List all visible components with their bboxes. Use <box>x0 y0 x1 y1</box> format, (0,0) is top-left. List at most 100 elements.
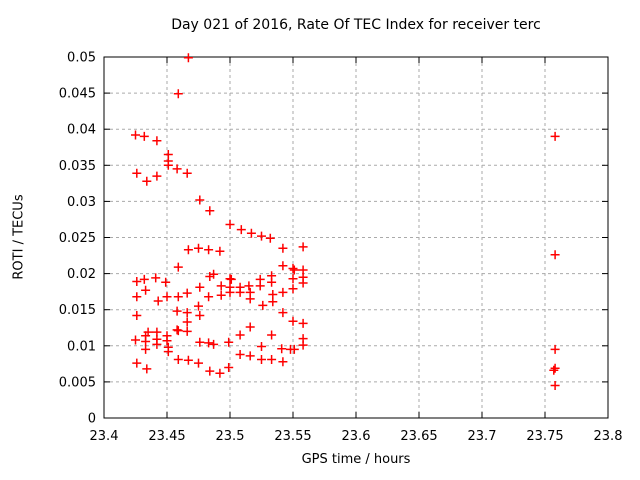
x-tick-label: 23.8 <box>594 429 623 444</box>
data-point-marker <box>216 290 226 300</box>
data-point-marker <box>183 53 193 63</box>
data-point-marker <box>235 350 245 359</box>
data-point-marker <box>172 306 182 316</box>
x-axis-label: GPS time / hours <box>301 452 411 467</box>
data-point-marker <box>151 273 161 283</box>
y-axis-label: ROTI / TECUs <box>11 194 27 280</box>
data-point-marker <box>195 311 205 320</box>
data-point-marker <box>278 243 288 253</box>
data-point-marker <box>257 355 266 364</box>
data-point-marker <box>153 296 163 306</box>
data-point-marker <box>141 344 151 354</box>
data-point-marker <box>235 287 245 297</box>
data-point-marker <box>255 281 265 291</box>
data-point-marker <box>224 363 234 372</box>
data-point-marker <box>267 277 277 287</box>
data-point-marker <box>204 338 214 348</box>
x-tick-label: 23.4 <box>90 429 119 444</box>
data-point-marker <box>205 272 215 281</box>
data-point-marker <box>244 281 254 291</box>
data-point-marker <box>195 195 205 205</box>
data-point-marker <box>204 245 214 255</box>
data-point-marker <box>278 261 288 271</box>
data-point-marker <box>139 131 149 141</box>
data-point-marker <box>215 368 225 378</box>
data-point-marker <box>162 292 172 302</box>
y-tick-label: 0.02 <box>67 267 96 282</box>
data-point-marker <box>173 355 183 364</box>
plot-border <box>103 56 609 419</box>
chart-title: Day 021 of 2016, Rate Of TEC Index for r… <box>171 17 541 33</box>
data-point-marker <box>298 242 308 252</box>
data-point-marker <box>195 337 205 347</box>
data-point-marker <box>183 355 193 365</box>
data-point-marker <box>161 277 171 287</box>
data-point-marker <box>277 344 287 354</box>
x-tick-label: 23.6 <box>342 429 371 444</box>
y-tick-label: 0.04 <box>67 123 96 138</box>
data-point-marker <box>245 294 255 304</box>
data-point-marker <box>298 278 308 288</box>
data-point-marker <box>132 292 142 302</box>
data-point-marker <box>205 366 215 376</box>
data-point-marker <box>288 274 298 284</box>
data-point-marker <box>139 274 149 284</box>
data-point-marker <box>209 339 219 349</box>
data-point-marker <box>549 365 559 375</box>
x-tick-label: 23.65 <box>400 429 437 444</box>
y-tick-label: 0.005 <box>59 375 96 390</box>
data-point-marker <box>152 171 162 181</box>
data-point-marker <box>182 168 192 178</box>
data-point-marker <box>152 339 162 349</box>
data-point-marker <box>278 287 288 297</box>
data-point-marker <box>550 250 560 260</box>
data-point-marker <box>182 317 192 327</box>
data-point-marker <box>267 330 277 340</box>
data-point-marker <box>142 176 152 186</box>
data-point-marker <box>278 357 288 367</box>
data-point-marker <box>132 277 142 286</box>
data-point-marker <box>265 233 275 243</box>
data-point-marker <box>236 225 246 235</box>
data-point-marker <box>141 285 151 295</box>
data-point-marker <box>205 206 215 216</box>
y-tick-label: 0.01 <box>67 339 96 354</box>
x-tick-label: 23.7 <box>468 429 497 444</box>
data-point-marker <box>173 326 183 336</box>
data-point-marker <box>182 326 192 336</box>
data-point-marker <box>225 287 235 297</box>
y-tick-label: 0.045 <box>59 87 96 102</box>
data-point-marker <box>163 347 173 357</box>
x-tick-label: 23.5 <box>216 429 245 444</box>
data-point-marker <box>141 337 151 346</box>
data-point-marker <box>182 288 192 298</box>
data-point-marker <box>550 363 560 373</box>
data-point-marker <box>550 381 560 390</box>
data-point-marker <box>195 282 205 292</box>
data-point-marker <box>258 300 268 310</box>
data-point-marker <box>131 335 140 345</box>
data-point-marker <box>289 265 299 275</box>
data-point-marker <box>132 168 142 178</box>
data-point-marker <box>204 292 214 302</box>
data-point-marker <box>209 269 219 279</box>
data-point-marker <box>288 316 298 326</box>
y-tick-label: 0.025 <box>59 231 96 246</box>
y-tick-label: 0.035 <box>59 159 96 174</box>
data-point-marker <box>288 284 298 294</box>
data-point-marker <box>194 243 203 253</box>
data-point-marker <box>278 308 288 318</box>
x-tick-label: 23.75 <box>526 429 563 444</box>
y-tick-label: 0.03 <box>67 195 96 210</box>
data-point-marker <box>550 344 560 354</box>
data-point-marker <box>245 351 255 361</box>
y-tick-label: 0.05 <box>67 51 96 66</box>
data-point-marker <box>246 228 256 238</box>
data-point-marker <box>173 262 183 272</box>
data-point-marker <box>215 246 225 256</box>
data-point-marker <box>173 89 183 99</box>
data-point-marker <box>182 308 192 318</box>
data-point-marker <box>162 336 172 346</box>
